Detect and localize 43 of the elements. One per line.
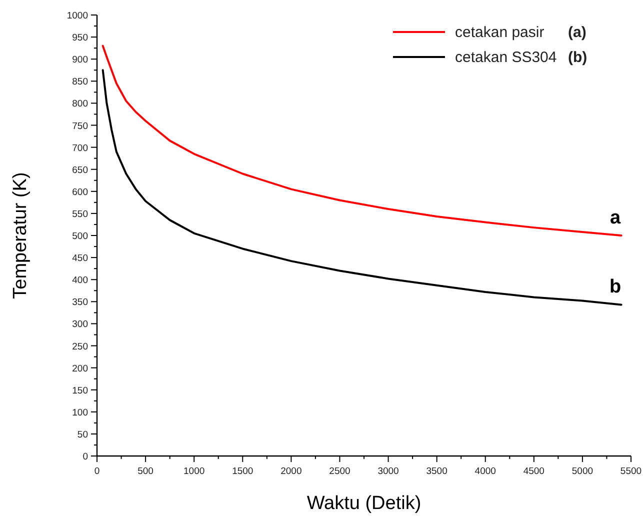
y-tick-label: 800 (72, 98, 88, 110)
x-tick-label: 2000 (280, 466, 302, 477)
x-tick-label: 3500 (426, 466, 448, 477)
y-tick-label: 200 (72, 363, 88, 374)
y-tick-label: 850 (72, 76, 88, 88)
y-tick-label: 150 (72, 385, 88, 396)
legend-label: cetakan pasir (455, 24, 544, 41)
y-tick-label: 550 (72, 208, 88, 220)
line-series (102, 44, 622, 236)
y-tick-label: 900 (72, 54, 88, 66)
y-tick-label: 50 (77, 429, 88, 440)
x-axis-title: Waktu (Detik) (306, 493, 422, 514)
x-tick-label: 1500 (232, 466, 254, 477)
y-tick-label: 650 (72, 164, 88, 176)
y-axis-title: Temperatur (K) (10, 172, 31, 299)
x-tick-label: 4500 (523, 466, 544, 477)
x-tick-label: 2500 (329, 466, 350, 477)
line-series (102, 69, 622, 306)
x-tick-label: 5000 (572, 466, 594, 477)
annotation: (a) (568, 24, 586, 41)
y-tick-label: 450 (72, 253, 88, 264)
y-tick-label: 300 (72, 319, 88, 330)
x-tick-label: 3000 (378, 466, 399, 477)
y-tick-label: 250 (72, 341, 88, 352)
y-tick-label: 950 (72, 32, 88, 44)
x-tick-label: 5500 (620, 466, 642, 477)
y-tick-label: 600 (72, 186, 88, 198)
annotation: a (610, 208, 621, 228)
y-tick-label: 0 (82, 452, 88, 462)
x-tick-label: 500 (138, 466, 154, 477)
annotation: b (609, 276, 622, 298)
legend-label: cetakan SS304 (455, 49, 557, 66)
x-tick-label: 0 (94, 466, 100, 477)
x-tick-label: 1000 (184, 466, 205, 477)
y-tick-label: 350 (72, 297, 88, 308)
annotation: (b) (568, 49, 588, 66)
y-tick-label: 400 (72, 275, 88, 286)
y-tick-label: 500 (72, 231, 88, 242)
y-tick-label: 1000 (66, 10, 88, 22)
y-tick-label: 100 (72, 407, 88, 418)
y-tick-label: 700 (72, 142, 88, 154)
x-tick-label: 4000 (474, 466, 496, 477)
y-tick-label: 750 (72, 120, 88, 132)
